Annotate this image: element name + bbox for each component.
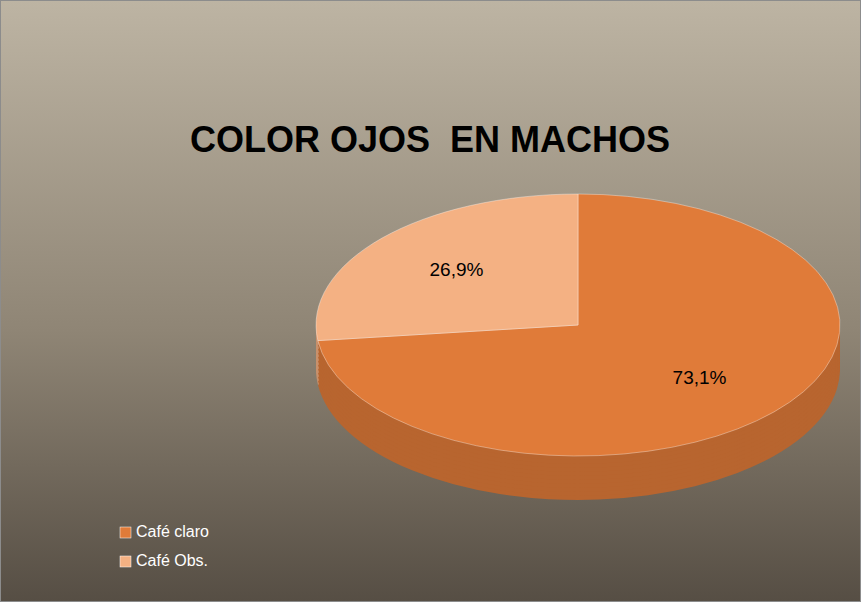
slice	[316, 194, 578, 341]
legend-label: Café Obs.	[136, 552, 208, 569]
chart: COLOR OJOS EN MACHOS 73,1% 26,9% Café claro…	[0, 0, 861, 602]
data-label: 26,9%	[430, 259, 484, 280]
pie	[316, 194, 840, 500]
title: COLOR OJOS EN MACHOS	[190, 119, 670, 160]
data-labels: 73,1% 26,9%	[430, 259, 727, 388]
legend-swatch	[120, 527, 131, 538]
data-label: 73,1%	[673, 367, 727, 388]
background	[1, 1, 861, 602]
pie-top	[316, 194, 840, 456]
legend-label: Café claro	[136, 523, 209, 540]
legend-swatch	[120, 556, 131, 567]
legend: Café claro Café Obs.	[120, 523, 209, 569]
